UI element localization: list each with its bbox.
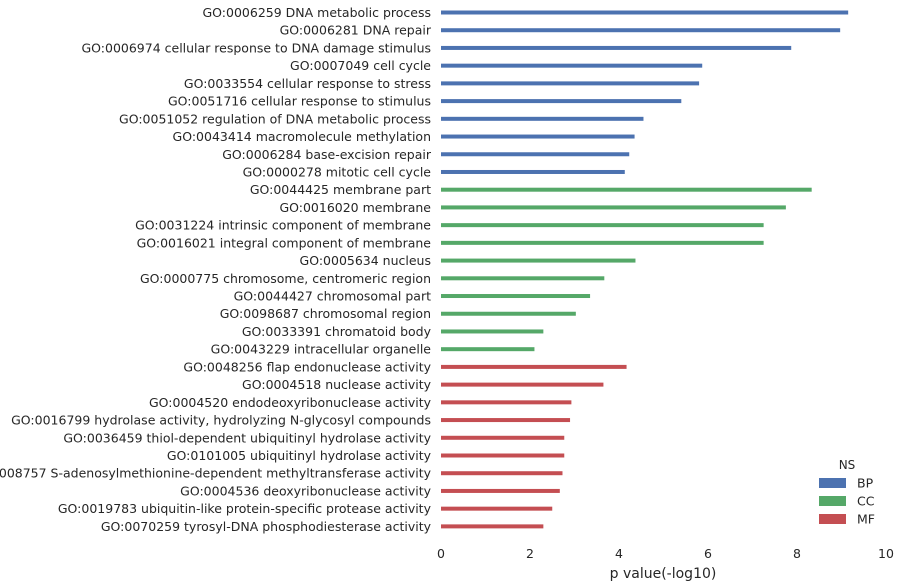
bar-mf-20 xyxy=(441,364,627,369)
bar-bp-0 xyxy=(441,10,849,15)
category-label: GO:0036459 thiol-dependent ubiquitinyl h… xyxy=(63,430,431,445)
category-label: GO:0005634 nucleus xyxy=(300,253,431,268)
x-tick-label: 2 xyxy=(526,546,534,561)
bar-mf-28 xyxy=(441,506,553,511)
bar-bp-7 xyxy=(441,134,635,139)
bar-cc-13 xyxy=(441,240,764,245)
bar-bp-8 xyxy=(441,152,630,157)
category-labels: GO:0006259 DNA metabolic process GO:00062… xyxy=(0,5,432,534)
x-tick-label: 4 xyxy=(615,546,623,561)
bar-cc-11 xyxy=(441,205,786,210)
category-label: GO:0000278 mitotic cell cycle xyxy=(243,164,432,179)
category-label: GO:0008757 S-adenosylmethionine-dependen… xyxy=(0,466,432,481)
category-label: GO:0031224 intrinsic component of membra… xyxy=(135,218,431,233)
bar-mf-26 xyxy=(441,471,563,476)
x-tick-label: 8 xyxy=(793,546,801,561)
category-label: GO:0070259 tyrosyl-DNA phosphodiesterase… xyxy=(101,519,432,534)
legend-swatch-bp xyxy=(819,478,846,488)
category-label: GO:0048256 flap endonuclease activity xyxy=(183,359,431,374)
legend-title: NS xyxy=(839,458,856,472)
x-tick-label: 10 xyxy=(878,546,894,561)
legend-entries: BP CC MF xyxy=(819,476,875,527)
bar-bp-6 xyxy=(441,116,644,121)
category-label: GO:0006974 cellular response to DNA dama… xyxy=(81,40,431,55)
bar-cc-17 xyxy=(441,311,576,316)
category-label: GO:0033391 chromatoid body xyxy=(242,324,432,339)
category-label: GO:0098687 chromosomal region xyxy=(220,306,431,321)
bars-layer xyxy=(441,10,849,529)
bar-mf-27 xyxy=(441,488,560,493)
category-label: GO:0101005 ubiquitinyl hydrolase activit… xyxy=(167,448,432,463)
x-tick-label: 6 xyxy=(704,546,712,561)
bar-bp-9 xyxy=(441,169,625,174)
x-tick-label: 0 xyxy=(437,546,445,561)
bar-mf-21 xyxy=(441,382,604,387)
x-axis-ticks: 0 2 4 6 8 10 xyxy=(437,546,894,561)
category-label: GO:0006281 DNA repair xyxy=(280,23,432,38)
category-label: GO:0043414 macromolecule methylation xyxy=(173,129,431,144)
x-axis-label: p value(-log10) xyxy=(610,566,717,582)
category-label: GO:0004520 endodeoxyribonuclease activit… xyxy=(149,395,432,410)
bar-cc-15 xyxy=(441,276,605,281)
bar-mf-24 xyxy=(441,435,565,440)
bar-mf-23 xyxy=(441,418,571,423)
bar-bp-5 xyxy=(441,99,682,104)
bar-cc-12 xyxy=(441,223,764,228)
bar-cc-14 xyxy=(441,258,636,263)
category-label: GO:0006259 DNA metabolic process xyxy=(203,5,432,20)
bar-bp-1 xyxy=(441,28,841,33)
legend: NS BP CC MF xyxy=(819,458,875,527)
category-label: GO:0051052 regulation of DNA metabolic p… xyxy=(119,111,431,126)
category-label: GO:0051716 cellular response to stimulus xyxy=(168,94,431,109)
bar-bp-3 xyxy=(441,63,703,68)
category-label: GO:0016799 hydrolase activity, hydrolyzi… xyxy=(11,413,431,428)
bar-cc-16 xyxy=(441,294,591,299)
category-label: GO:0044427 chromosomal part xyxy=(234,289,431,304)
bar-bp-2 xyxy=(441,45,792,50)
category-label: GO:0019783 ubiquitin-like protein-specif… xyxy=(58,501,432,516)
legend-swatch-cc xyxy=(819,496,846,506)
category-label: GO:0004518 nuclease activity xyxy=(242,377,432,392)
category-label: GO:0000775 chromosome, centromeric regio… xyxy=(140,271,431,286)
category-label: GO:0043229 intracellular organelle xyxy=(211,342,432,357)
category-label: GO:0033554 cellular response to stress xyxy=(184,76,431,91)
bar-bp-4 xyxy=(441,81,700,86)
category-label: GO:0016020 membrane xyxy=(279,200,431,215)
category-label: GO:0006284 base-excision repair xyxy=(222,147,432,162)
bar-mf-25 xyxy=(441,453,565,458)
category-label: GO:0044425 membrane part xyxy=(250,182,431,197)
bar-cc-10 xyxy=(441,187,812,192)
category-label: GO:0004536 deoxyribonuclease activity xyxy=(180,483,431,498)
bar-mf-29 xyxy=(441,524,544,529)
legend-label-cc: CC xyxy=(857,494,875,509)
category-label: GO:0016021 integral component of membran… xyxy=(137,235,432,250)
bar-mf-22 xyxy=(441,400,572,405)
bar-cc-19 xyxy=(441,347,535,352)
legend-label-mf: MF xyxy=(857,512,875,527)
bar-cc-18 xyxy=(441,329,544,334)
category-label: GO:0007049 cell cycle xyxy=(290,58,431,73)
legend-label-bp: BP xyxy=(857,476,874,491)
legend-swatch-mf xyxy=(819,514,846,524)
